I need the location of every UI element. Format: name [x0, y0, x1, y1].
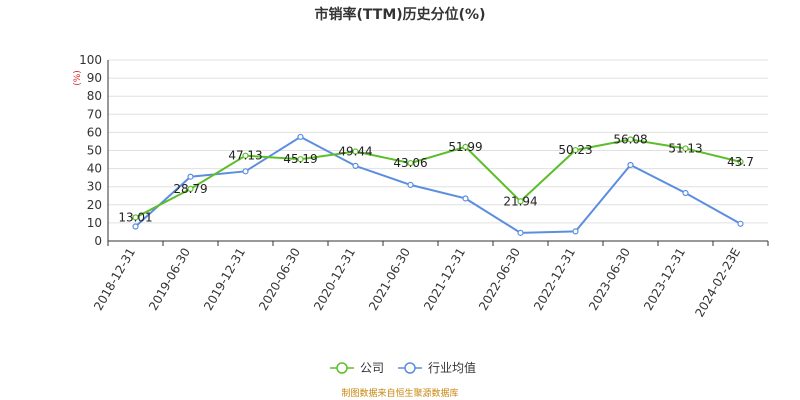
x-tick-label: 2024-02-23E	[692, 246, 743, 320]
axes	[107, 60, 769, 246]
data-label: 43.06	[393, 156, 427, 170]
data-label: 50.23	[558, 143, 592, 157]
grid-lines	[108, 59, 768, 242]
data-point	[627, 161, 634, 169]
legend-item[interactable]: 行业均值	[398, 360, 476, 375]
data-point	[462, 195, 469, 202]
x-tick-label: 2018-12-31	[91, 246, 138, 313]
legend-label: 行业均值	[428, 360, 476, 375]
y-tick-label: 90	[87, 71, 102, 85]
data-label: 49.44	[338, 145, 372, 159]
data-label: 47.13	[228, 149, 262, 163]
data-point	[517, 198, 524, 205]
x-tick-label: 2019-06-30	[146, 246, 193, 313]
data-point	[737, 220, 744, 227]
x-tick-label: 2023-12-31	[641, 246, 688, 313]
x-tick-label: 2019-12-31	[201, 246, 248, 313]
data-point	[682, 145, 689, 152]
x-tick-label: 2020-06-30	[256, 246, 303, 313]
data-point	[517, 229, 524, 236]
y-tick-label: 20	[87, 198, 102, 212]
data-point	[242, 168, 249, 175]
x-tick-label: 2022-12-31	[531, 246, 578, 313]
x-tick-label: 2021-12-31	[421, 246, 468, 313]
data-point	[132, 223, 139, 230]
data-point	[132, 214, 139, 221]
data-point	[352, 162, 359, 169]
y-tick-label: 100	[79, 53, 102, 67]
data-labels: 13.01 28.79 47.13 45.19 49.44 43.06 51.99 21.94…	[118, 132, 754, 224]
legend-label: 公司	[360, 361, 384, 375]
x-tick-label: 2023-06-30	[586, 246, 633, 313]
y-tick-label: 0	[94, 234, 102, 248]
x-tick-label: 2020-12-31	[311, 246, 358, 313]
y-tick-label: 50	[87, 144, 102, 158]
data-point	[297, 156, 304, 163]
data-point	[187, 185, 194, 192]
x-tick-label: 2021-06-30	[366, 246, 413, 313]
data-point	[737, 158, 744, 166]
data-point	[627, 136, 634, 143]
y-tick-label: 10	[87, 216, 102, 230]
x-tick-labels: 2018-12-31 2019-06-30 2019-12-31 2020-06-30…	[91, 246, 743, 320]
data-point	[407, 159, 414, 167]
data-point	[187, 173, 194, 180]
y-tick-label: 30	[87, 180, 102, 194]
series-line-0	[135, 138, 741, 219]
y-tick-label: 40	[87, 162, 102, 176]
data-point	[572, 146, 579, 154]
y-tick-labels: 0 10 20 30 40 50 60 70 80 90 100	[79, 53, 102, 248]
data-point	[462, 143, 469, 150]
chart-title: 市销率(TTM)历史分位(%)	[315, 6, 486, 23]
data-point	[572, 228, 579, 235]
legend-marker	[404, 362, 416, 374]
data-label: 43.7	[727, 155, 754, 169]
data-point	[242, 152, 249, 159]
y-tick-label: 80	[87, 89, 102, 103]
legend-item[interactable]: 公司	[330, 361, 384, 375]
data-label: 13.01	[118, 210, 152, 224]
legend[interactable]: 公司 行业均值	[330, 360, 476, 375]
legend-marker	[336, 362, 348, 374]
data-point	[682, 189, 689, 197]
series-layer	[132, 133, 744, 236]
series-line-1	[134, 135, 741, 234]
data-label: 56.08	[613, 132, 647, 146]
data-point	[297, 133, 304, 141]
data-point	[352, 148, 359, 155]
y-axis-unit: (%)	[73, 70, 83, 86]
data-label: 21.94	[503, 194, 537, 208]
y-tick-label: 60	[87, 125, 102, 139]
x-tick-label: 2022-06-30	[476, 246, 523, 313]
data-label: 51.99	[448, 140, 482, 154]
source-note: 制图数据来自恒生聚源数据库	[341, 387, 458, 399]
data-label: 45.19	[283, 152, 317, 166]
y-tick-label: 70	[87, 107, 102, 121]
data-label: 28.79	[173, 182, 207, 196]
data-label: 51.13	[668, 141, 702, 155]
data-point	[407, 181, 414, 188]
